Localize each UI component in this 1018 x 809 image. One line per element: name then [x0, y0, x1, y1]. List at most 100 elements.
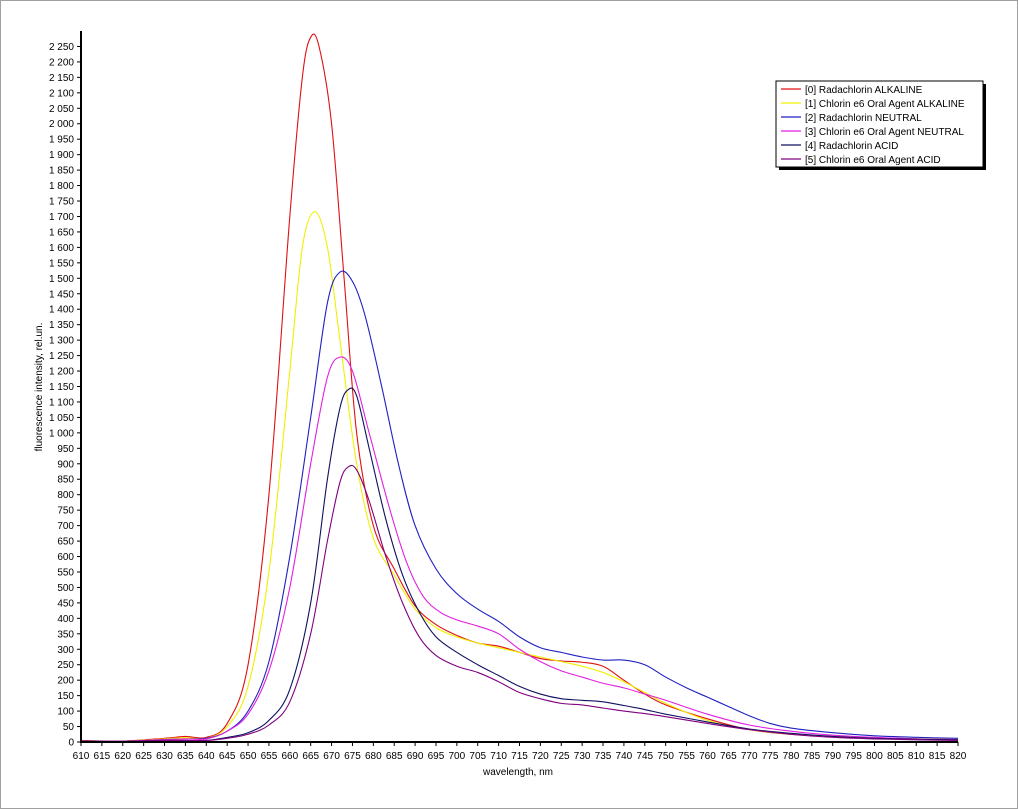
- x-tick-label: 680: [365, 751, 382, 762]
- y-tick-label: 2 250: [49, 42, 74, 53]
- x-tick-label: 755: [678, 751, 695, 762]
- legend-label: [2] Radachlorin NEUTRAL: [805, 113, 922, 124]
- y-tick-label: 500: [57, 583, 74, 594]
- x-tick-label: 795: [845, 751, 862, 762]
- x-tick-label: 645: [219, 751, 236, 762]
- x-tick-label: 615: [94, 751, 111, 762]
- y-tick-label: 600: [57, 552, 74, 563]
- x-tick-label: 710: [490, 751, 507, 762]
- x-tick-label: 770: [741, 751, 758, 762]
- legend-label: [4] Radachlorin ACID: [805, 141, 898, 152]
- y-tick-label: 1 450: [49, 289, 74, 300]
- x-tick-label: 650: [240, 751, 257, 762]
- x-tick-label: 695: [428, 751, 445, 762]
- y-tick-label: 2 100: [49, 88, 74, 99]
- y-tick-label: 450: [57, 598, 74, 609]
- x-tick-label: 655: [261, 751, 278, 762]
- x-tick-label: 685: [386, 751, 403, 762]
- y-axis-title: fluorescence intensity, rel.un.: [34, 323, 45, 452]
- y-tick-label: 1 350: [49, 320, 74, 331]
- x-tick-label: 705: [469, 751, 486, 762]
- legend-label: [5] Chlorin e6 Oral Agent ACID: [805, 155, 941, 166]
- x-tick-label: 700: [449, 751, 466, 762]
- y-tick-label: 1 650: [49, 227, 74, 238]
- x-axis-ticks: 610 615 620 625 630 635 640 645 650 655 660 665 670 6…: [73, 742, 967, 762]
- x-tick-label: 675: [344, 751, 361, 762]
- x-tick-label: 725: [553, 751, 570, 762]
- y-axis-ticks: 0 50 100 150 200 250 300 350 400 450 500 550 600 650 7…: [49, 42, 81, 749]
- x-tick-label: 665: [302, 751, 319, 762]
- y-tick-label: 1 550: [49, 258, 74, 269]
- y-tick-label: 1 150: [49, 382, 74, 393]
- x-tick-label: 745: [636, 751, 653, 762]
- y-tick-label: 150: [57, 691, 74, 702]
- y-tick-label: 2 000: [49, 119, 74, 130]
- legend-label: [0] Radachlorin ALKALINE: [805, 85, 923, 96]
- y-tick-label: 1 900: [49, 150, 74, 161]
- y-tick-label: 1 200: [49, 367, 74, 378]
- y-tick-label: 750: [57, 506, 74, 517]
- x-tick-label: 660: [281, 751, 298, 762]
- x-tick-label: 715: [511, 751, 528, 762]
- y-tick-label: 1 100: [49, 397, 74, 408]
- y-tick-label: 850: [57, 475, 74, 486]
- x-axis-title: wavelength, nm: [482, 767, 553, 778]
- x-tick-label: 735: [595, 751, 612, 762]
- y-tick-label: 900: [57, 459, 74, 470]
- y-tick-label: 200: [57, 676, 74, 687]
- x-tick-label: 620: [114, 751, 131, 762]
- y-tick-label: 1 600: [49, 243, 74, 254]
- x-tick-label: 670: [323, 751, 340, 762]
- series-line-chlorin-e6-alkaline: [80, 211, 959, 742]
- y-tick-label: 650: [57, 537, 74, 548]
- series-line-radachlorin-neutral: [80, 270, 959, 742]
- y-tick-label: 950: [57, 444, 74, 455]
- legend: [0] Radachlorin ALKALINE [1] Chlorin e6 O…: [775, 80, 986, 170]
- y-tick-label: 700: [57, 521, 74, 532]
- y-tick-label: 1 800: [49, 181, 74, 192]
- x-tick-label: 780: [783, 751, 800, 762]
- y-tick-label: 1 950: [49, 135, 74, 146]
- series-line-chlorin-e6-acid: [80, 464, 959, 742]
- x-tick-label: 750: [657, 751, 674, 762]
- y-tick-label: 800: [57, 490, 74, 501]
- y-tick-label: 0: [68, 738, 74, 749]
- x-tick-label: 790: [824, 751, 841, 762]
- x-tick-label: 765: [720, 751, 737, 762]
- series-line-radachlorin-acid: [80, 387, 959, 742]
- x-tick-label: 690: [407, 751, 424, 762]
- x-tick-label: 810: [908, 751, 925, 762]
- y-tick-label: 400: [57, 614, 74, 625]
- x-tick-label: 775: [762, 751, 779, 762]
- legend-label: [1] Chlorin e6 Oral Agent ALKALINE: [805, 99, 965, 110]
- x-tick-label: 740: [616, 751, 633, 762]
- y-tick-label: 350: [57, 629, 74, 640]
- y-tick-label: 100: [57, 707, 74, 718]
- x-tick-label: 820: [950, 751, 967, 762]
- y-tick-label: 2 200: [49, 57, 74, 68]
- y-tick-label: 1 700: [49, 212, 74, 223]
- x-tick-label: 800: [866, 751, 883, 762]
- x-tick-label: 805: [887, 751, 904, 762]
- plot-series-group: [80, 33, 959, 742]
- y-tick-label: 300: [57, 645, 74, 656]
- x-tick-label: 785: [803, 751, 820, 762]
- x-tick-label: 610: [73, 751, 90, 762]
- x-tick-label: 640: [198, 751, 215, 762]
- y-tick-label: 50: [63, 722, 75, 733]
- y-tick-label: 250: [57, 660, 74, 671]
- x-tick-label: 760: [699, 751, 716, 762]
- x-tick-label: 730: [574, 751, 591, 762]
- y-tick-label: 2 050: [49, 104, 74, 115]
- x-tick-label: 815: [929, 751, 946, 762]
- y-tick-label: 1 750: [49, 197, 74, 208]
- y-tick-label: 1 850: [49, 166, 74, 177]
- x-tick-label: 635: [177, 751, 194, 762]
- y-tick-label: 1 300: [49, 336, 74, 347]
- legend-label: [3] Chlorin e6 Oral Agent NEUTRAL: [805, 127, 964, 138]
- x-tick-label: 720: [532, 751, 549, 762]
- y-tick-label: 1 250: [49, 351, 74, 362]
- y-tick-label: 1 400: [49, 305, 74, 316]
- y-tick-label: 1 500: [49, 274, 74, 285]
